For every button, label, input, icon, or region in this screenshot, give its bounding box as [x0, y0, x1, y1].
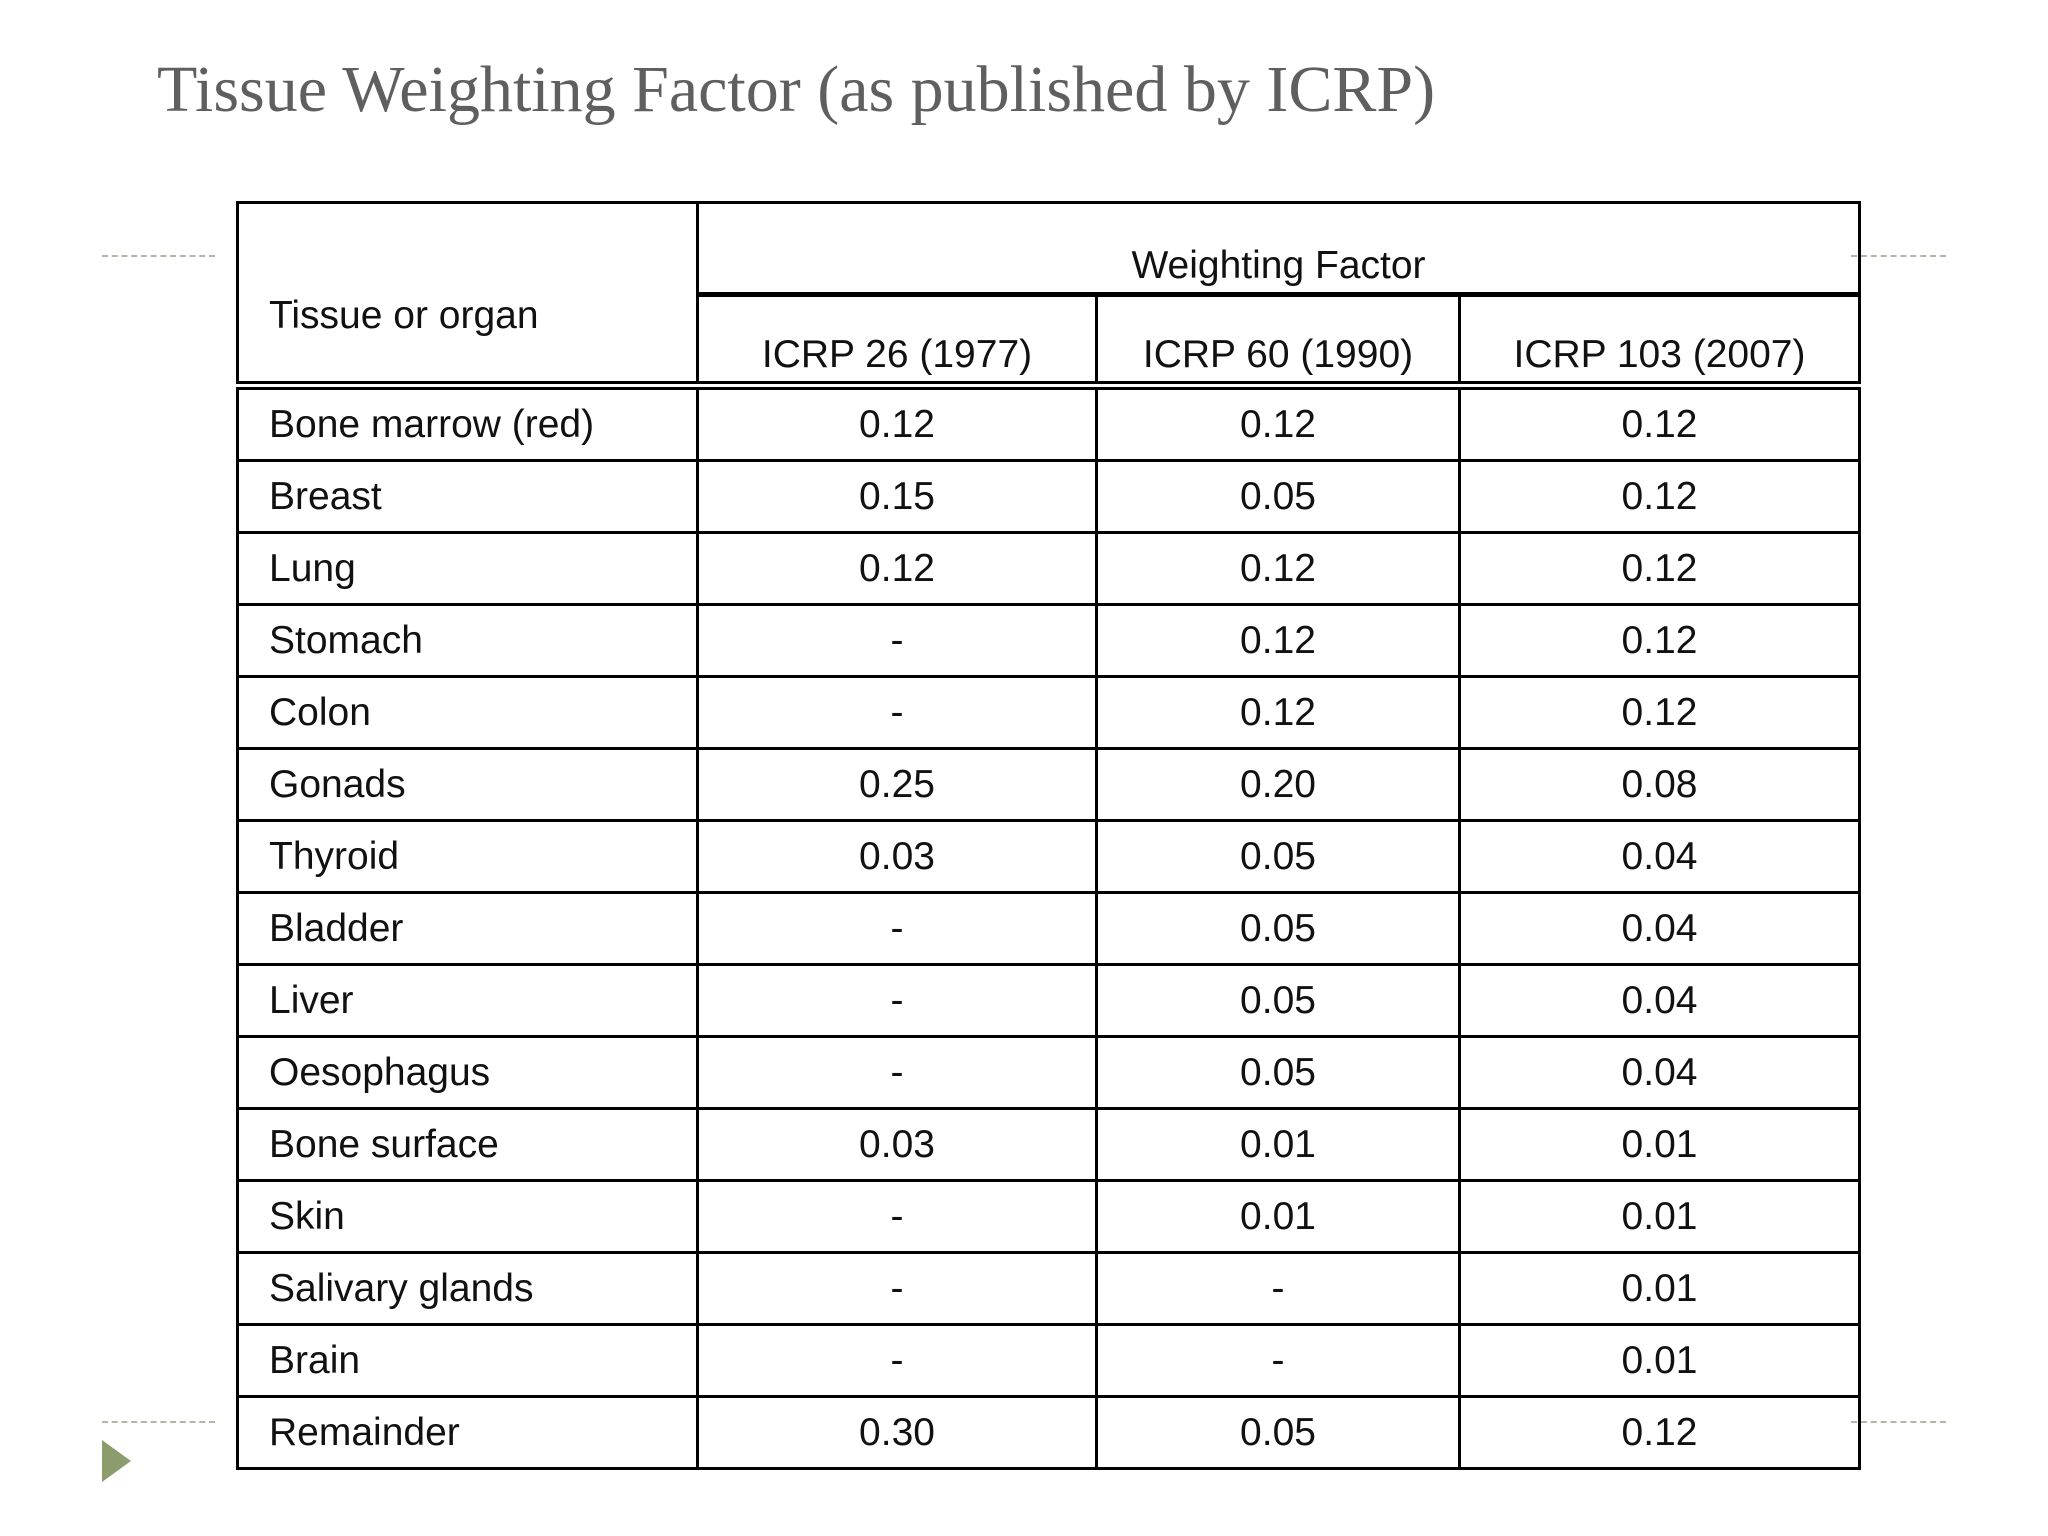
factor-cell: 0.04: [1458, 891, 1861, 966]
table-row: Oesophagus -0.05 0.04: [236, 1035, 1861, 1110]
factor-cell: 0.01: [1458, 1323, 1861, 1398]
factor-cell: 0.12: [1095, 384, 1461, 462]
factor-cell: 0.01: [1095, 1107, 1461, 1182]
factor-cell: 0.12: [696, 384, 1098, 462]
tissue-name: Brain: [236, 1323, 699, 1398]
factor-cell: 0.05: [1095, 963, 1461, 1038]
factor-cell: 0.20: [1095, 747, 1461, 822]
decor-line: [1851, 1421, 1946, 1423]
factor-cell: 0.15: [696, 459, 1098, 534]
factor-cell: 0.12: [696, 531, 1098, 606]
factor-cell: 0.12: [1458, 1395, 1861, 1470]
factor-cell: 0.12: [1458, 384, 1861, 462]
table-row: Brain - -0.01: [236, 1323, 1861, 1398]
factor-cell: 0.04: [1458, 963, 1861, 1038]
factor-cell: -: [1095, 1251, 1461, 1326]
factor-cell: 0.05: [1095, 1035, 1461, 1110]
table-row: Bladder -0.05 0.04: [236, 891, 1861, 966]
factor-cell: -: [696, 675, 1098, 750]
factor-cell: 0.12: [1095, 531, 1461, 606]
table-row: Bone marrow (red) 0.12 0.12 0.12: [236, 384, 1861, 462]
tissue-name: Salivary glands: [236, 1251, 699, 1326]
factor-cell: 0.12: [1458, 675, 1861, 750]
tissue-name: Remainder: [236, 1395, 699, 1470]
group-header: Weighting Factor: [696, 201, 1861, 297]
table-row: Remainder 0.30 0.05 0.12: [236, 1395, 1861, 1470]
table-row: Bone surface 0.03 0.01 0.01: [236, 1107, 1861, 1182]
factor-cell: 0.05: [1095, 1395, 1461, 1470]
factor-cell: 0.12: [1095, 603, 1461, 678]
tissue-name: Bone marrow (red): [236, 384, 699, 462]
factor-cell: 0.05: [1095, 891, 1461, 966]
table-row: Salivary glands - -0.01: [236, 1251, 1861, 1326]
decor-line: [102, 255, 215, 257]
table-row: Gonads 0.25 0.20 0.08: [236, 747, 1861, 822]
tissue-name: Gonads: [236, 747, 699, 822]
decor-line: [1851, 255, 1946, 257]
factor-cell: -: [696, 1251, 1098, 1326]
table-row: Breast 0.15 0.05 0.12: [236, 459, 1861, 534]
factor-cell: 0.04: [1458, 1035, 1861, 1110]
factor-cell: -: [696, 1323, 1098, 1398]
factor-cell: 0.08: [1458, 747, 1861, 822]
factor-cell: -: [696, 1035, 1098, 1110]
column-header: ICRP 26 (1977): [696, 293, 1098, 390]
corner-header: Tissue or organ: [236, 201, 699, 390]
table-row: Thyroid 0.03 0.05 0.04: [236, 819, 1861, 894]
factor-cell: -: [696, 603, 1098, 678]
slide-title: Tissue Weighting Factor (as published by…: [157, 53, 1436, 126]
factor-cell: 0.01: [1095, 1179, 1461, 1254]
factor-cell: 0.01: [1458, 1107, 1861, 1182]
factor-cell: 0.30: [696, 1395, 1098, 1470]
factor-cell: 0.12: [1458, 603, 1861, 678]
factor-cell: 0.03: [696, 1107, 1098, 1182]
table-row: Liver -0.05 0.04: [236, 963, 1861, 1038]
factor-cell: 0.01: [1458, 1251, 1861, 1326]
column-header: ICRP 60 (1990): [1095, 293, 1461, 390]
factor-cell: 0.05: [1095, 459, 1461, 534]
table-row: Lung 0.12 0.12 0.12: [236, 531, 1861, 606]
factor-cell: 0.12: [1095, 675, 1461, 750]
table-row: Colon -0.12 0.12: [236, 675, 1861, 750]
weighting-table: Tissue or organ Weighting Factor ICRP 26…: [236, 201, 1861, 1470]
decor-line: [102, 1421, 215, 1423]
tissue-name: Breast: [236, 459, 699, 534]
tissue-name: Liver: [236, 963, 699, 1038]
factor-cell: 0.05: [1095, 819, 1461, 894]
tissue-name: Lung: [236, 531, 699, 606]
tissue-name: Bladder: [236, 891, 699, 966]
factor-cell: -: [1095, 1323, 1461, 1398]
tissue-name: Skin: [236, 1179, 699, 1254]
factor-cell: -: [696, 1179, 1098, 1254]
factor-cell: 0.04: [1458, 819, 1861, 894]
tissue-name: Stomach: [236, 603, 699, 678]
factor-cell: 0.03: [696, 819, 1098, 894]
tissue-name: Bone surface: [236, 1107, 699, 1182]
tissue-name: Oesophagus: [236, 1035, 699, 1110]
table-row: Stomach -0.12 0.12: [236, 603, 1861, 678]
bullet-icon: [102, 1440, 131, 1482]
table-row: Skin -0.01 0.01: [236, 1179, 1861, 1254]
factor-cell: 0.12: [1458, 531, 1861, 606]
factor-cell: 0.01: [1458, 1179, 1861, 1254]
column-header: ICRP 103 (2007): [1458, 293, 1861, 390]
factor-cell: 0.12: [1458, 459, 1861, 534]
factor-cell: -: [696, 963, 1098, 1038]
tissue-name: Colon: [236, 675, 699, 750]
factor-cell: 0.25: [696, 747, 1098, 822]
factor-cell: -: [696, 891, 1098, 966]
tissue-name: Thyroid: [236, 819, 699, 894]
